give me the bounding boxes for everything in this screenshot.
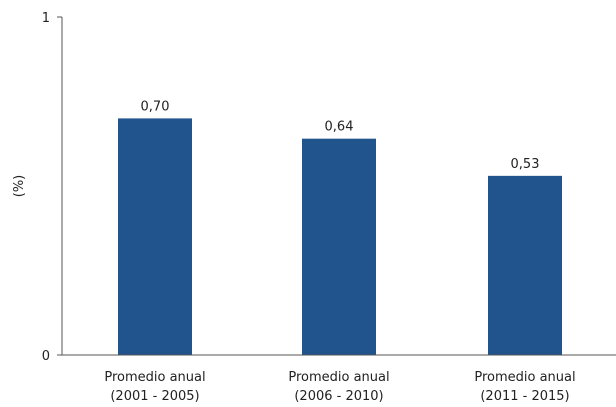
bar-3 <box>488 175 562 355</box>
y-tick-label-bottom: 0 <box>42 349 50 364</box>
category-labels-group: Promedio anual (2001 - 2005) Promedio anua… <box>104 370 575 404</box>
bars-group <box>118 118 562 356</box>
category-label-1-line-1: Promedio anual <box>104 370 205 385</box>
y-tick-label-top: 1 <box>42 11 50 26</box>
value-label-1: 0,70 <box>141 99 170 114</box>
bar-2 <box>302 138 376 355</box>
bar-1 <box>118 118 192 356</box>
value-label-3: 0,53 <box>511 157 540 172</box>
value-label-2: 0,64 <box>325 120 354 135</box>
category-label-3-line-1: Promedio anual <box>474 370 575 385</box>
y-axis-title: (%) <box>12 175 27 198</box>
category-label-2-line-1: Promedio anual <box>288 370 389 385</box>
category-label-1-line-2: (2001 - 2005) <box>110 389 199 404</box>
category-label-3-line-2: (2011 - 2015) <box>480 389 569 404</box>
value-labels-group: 0,70 0,64 0,53 <box>141 99 540 171</box>
category-label-2-line-2: (2006 - 2010) <box>294 389 383 404</box>
y-axis: 1 0 (%) <box>12 11 63 364</box>
